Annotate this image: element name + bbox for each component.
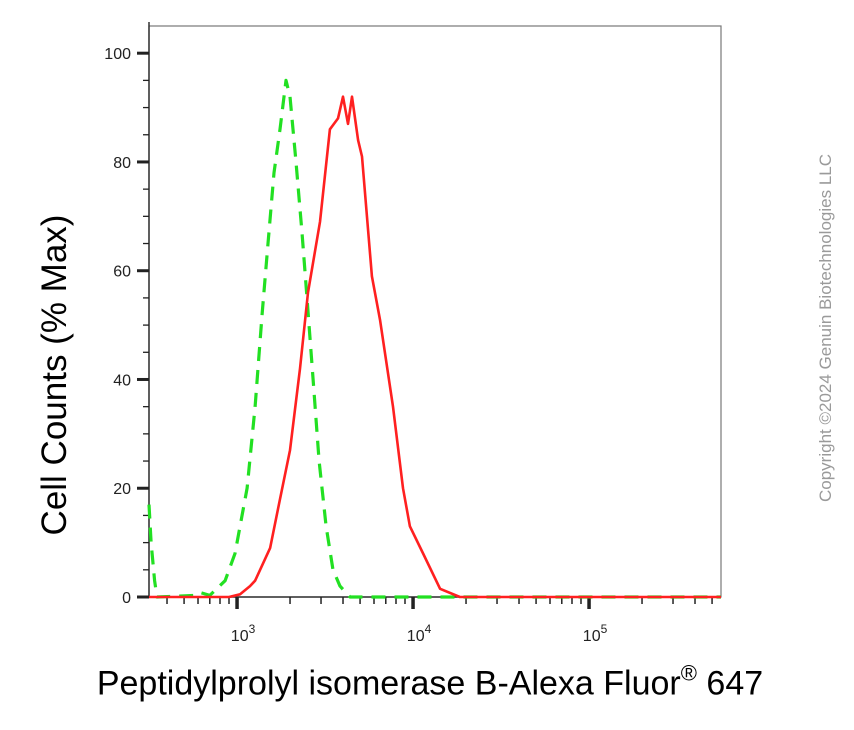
x-axis-label-text: Peptidylprolyl isomerase B-Alexa Fluor [96,664,681,703]
x-tick-exponent: 4 [425,622,432,636]
y-tick-label: 0 [122,590,131,607]
plot-frame [148,25,722,598]
x-axis-label: Peptidylprolyl isomerase B-Alexa Fluor® … [97,661,763,704]
x-tick-exponent: 3 [249,622,256,636]
x-axis-label-suffix: 647 [696,664,764,703]
sample-histogram-solid [149,95,721,599]
x-tick-label: 104 [407,622,432,645]
y-tick-label: 100 [104,46,131,63]
registered-mark: ® [680,660,697,686]
y-axis-label: Cell Counts (% Max) [35,214,74,536]
control-histogram-dashed [147,78,721,599]
x-tick-label: 103 [231,622,256,645]
y-tick-label: 60 [113,264,131,281]
y-tick-label: 80 [113,155,131,172]
y-tick-label: 20 [113,481,131,498]
y-tick-label: 40 [113,372,131,389]
x-tick-label: 105 [583,622,608,645]
copyright-watermark: Copyright ©2024 Genuin Biotechnologies L… [816,153,835,503]
x-tick-exponent: 5 [601,622,608,636]
